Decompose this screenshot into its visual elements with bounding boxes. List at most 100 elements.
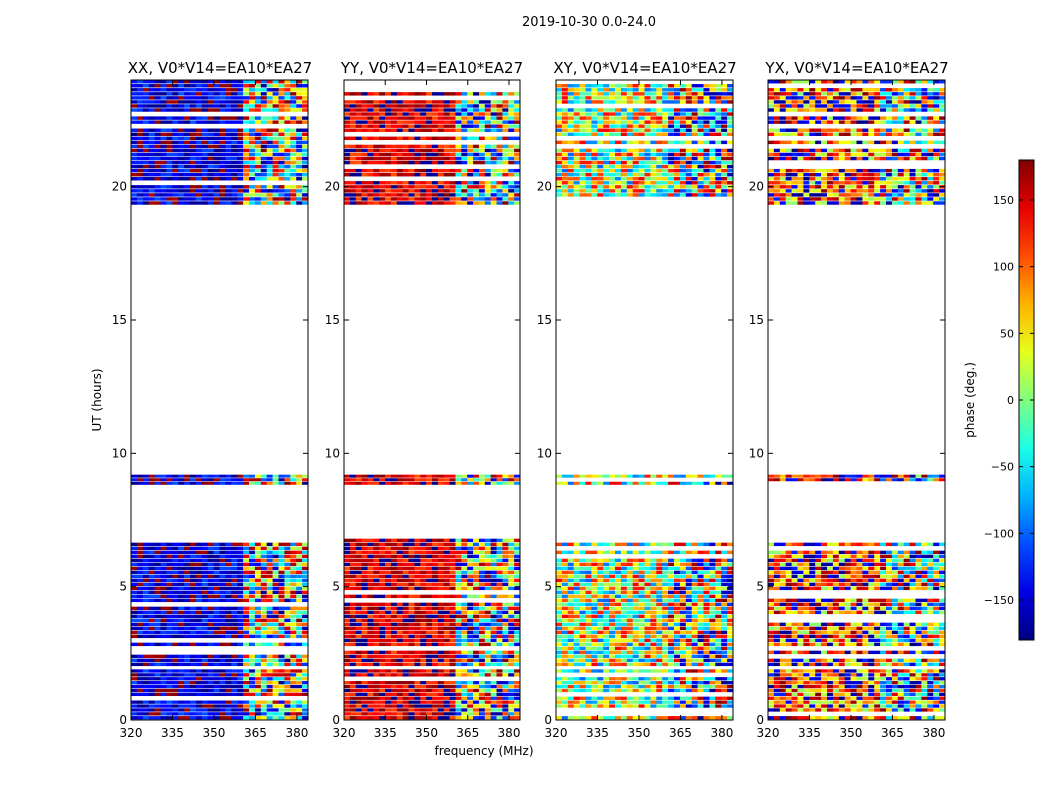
heatmap-cell	[385, 684, 392, 689]
heatmap-cell	[349, 700, 357, 704]
heatmap-cell	[396, 197, 403, 201]
heatmap-cell	[573, 610, 580, 615]
heatmap-cell	[502, 704, 509, 708]
heatmap-cell	[260, 542, 267, 547]
heatmap-cell	[715, 586, 722, 591]
heatmap-cell	[231, 712, 238, 716]
heatmap-cell	[620, 669, 628, 673]
heatmap-cell	[154, 144, 161, 149]
heatmap-cell	[496, 712, 503, 716]
heatmap-cell	[426, 554, 433, 559]
heatmap-cell	[290, 566, 297, 571]
heatmap-cell	[484, 538, 491, 543]
heatmap-cell	[402, 700, 409, 704]
heatmap-cell	[184, 160, 191, 165]
heatmap-cell	[432, 193, 439, 197]
heatmap-cell	[361, 712, 368, 716]
heatmap-cell	[455, 610, 462, 615]
heatmap-cell	[620, 618, 628, 623]
heatmap-cell	[219, 681, 226, 685]
heatmap-cell	[296, 144, 303, 149]
heatmap-cell	[685, 598, 692, 603]
heatmap-cell	[490, 104, 497, 108]
heatmap-cell	[272, 677, 279, 681]
heatmap-cell	[254, 566, 262, 571]
heatmap-cell	[455, 116, 462, 120]
heatmap-cell	[195, 642, 203, 647]
heatmap-cell	[284, 84, 291, 88]
heatmap-cell	[373, 642, 380, 647]
heatmap-cell	[260, 120, 267, 124]
heatmap-cell	[272, 554, 279, 559]
heatmap-cell	[373, 538, 380, 543]
heatmap-cell	[449, 92, 456, 96]
heatmap-cell	[490, 201, 497, 205]
heatmap-cell	[490, 474, 497, 478]
heatmap-cell	[355, 172, 362, 177]
heatmap-cell	[278, 610, 285, 615]
heatmap-cell	[355, 554, 362, 559]
heatmap-cell	[402, 708, 409, 712]
heatmap-cell	[195, 116, 203, 120]
heatmap-cell	[685, 614, 692, 619]
heatmap-cell	[373, 112, 380, 116]
heatmap-cell	[178, 193, 185, 197]
heatmap-cell	[484, 669, 491, 673]
heatmap-cell	[467, 708, 474, 712]
heatmap-cell	[556, 602, 563, 607]
heatmap-cell	[420, 594, 427, 599]
heatmap-cell	[160, 590, 167, 595]
heatmap-cell	[585, 704, 592, 708]
heatmap-cell	[473, 148, 480, 153]
heatmap-cell	[502, 594, 509, 599]
heatmap-cell	[514, 478, 521, 482]
heatmap-cell	[243, 152, 250, 157]
heatmap-cell	[260, 92, 267, 96]
heatmap-cell	[644, 586, 651, 591]
heatmap-cell	[473, 574, 480, 579]
heatmap-cell	[160, 148, 167, 153]
heatmap-cell	[455, 542, 462, 547]
heatmap-cell	[579, 618, 586, 623]
heatmap-cell	[231, 708, 238, 712]
heatmap-cell	[249, 481, 256, 485]
heatmap-cell	[284, 152, 291, 157]
heatmap-cell	[373, 594, 380, 599]
heatmap-cell	[166, 554, 173, 559]
heatmap-cell	[679, 696, 687, 700]
heatmap-cell	[201, 152, 208, 157]
heatmap-cell	[514, 168, 521, 173]
heatmap-cell	[502, 128, 509, 132]
heatmap-cell	[414, 594, 421, 599]
heatmap-cell	[148, 669, 155, 673]
heatmap-cell	[585, 598, 592, 603]
heatmap-cell	[154, 700, 161, 704]
heatmap-cell	[674, 610, 681, 615]
heatmap-cell	[201, 688, 208, 693]
heatmap-cell	[148, 168, 155, 173]
heatmap-cell	[284, 630, 291, 635]
heatmap-cell	[432, 542, 439, 547]
heatmap-cell	[166, 80, 173, 84]
heatmap-cell	[567, 704, 574, 708]
heatmap-cell	[484, 92, 491, 96]
heatmap-cell	[508, 618, 515, 623]
heatmap-cell	[467, 156, 474, 161]
heatmap-cell	[296, 704, 303, 708]
heatmap-cell	[727, 681, 734, 685]
heatmap-cell	[272, 622, 279, 627]
heatmap-cell	[284, 100, 291, 104]
heatmap-cell	[266, 610, 273, 615]
heatmap-cell	[432, 152, 439, 157]
heatmap-cell	[272, 474, 279, 478]
heatmap-cell	[296, 634, 303, 639]
heatmap-cell	[266, 168, 273, 173]
heatmap-cell	[344, 574, 351, 579]
heatmap-cell	[190, 626, 197, 631]
heatmap-cell	[484, 638, 491, 643]
heatmap-cell	[579, 677, 586, 681]
heatmap-cell	[225, 474, 232, 478]
heatmap-cell	[195, 594, 203, 599]
heatmap-cell	[390, 594, 398, 599]
heatmap-cell	[219, 684, 226, 689]
